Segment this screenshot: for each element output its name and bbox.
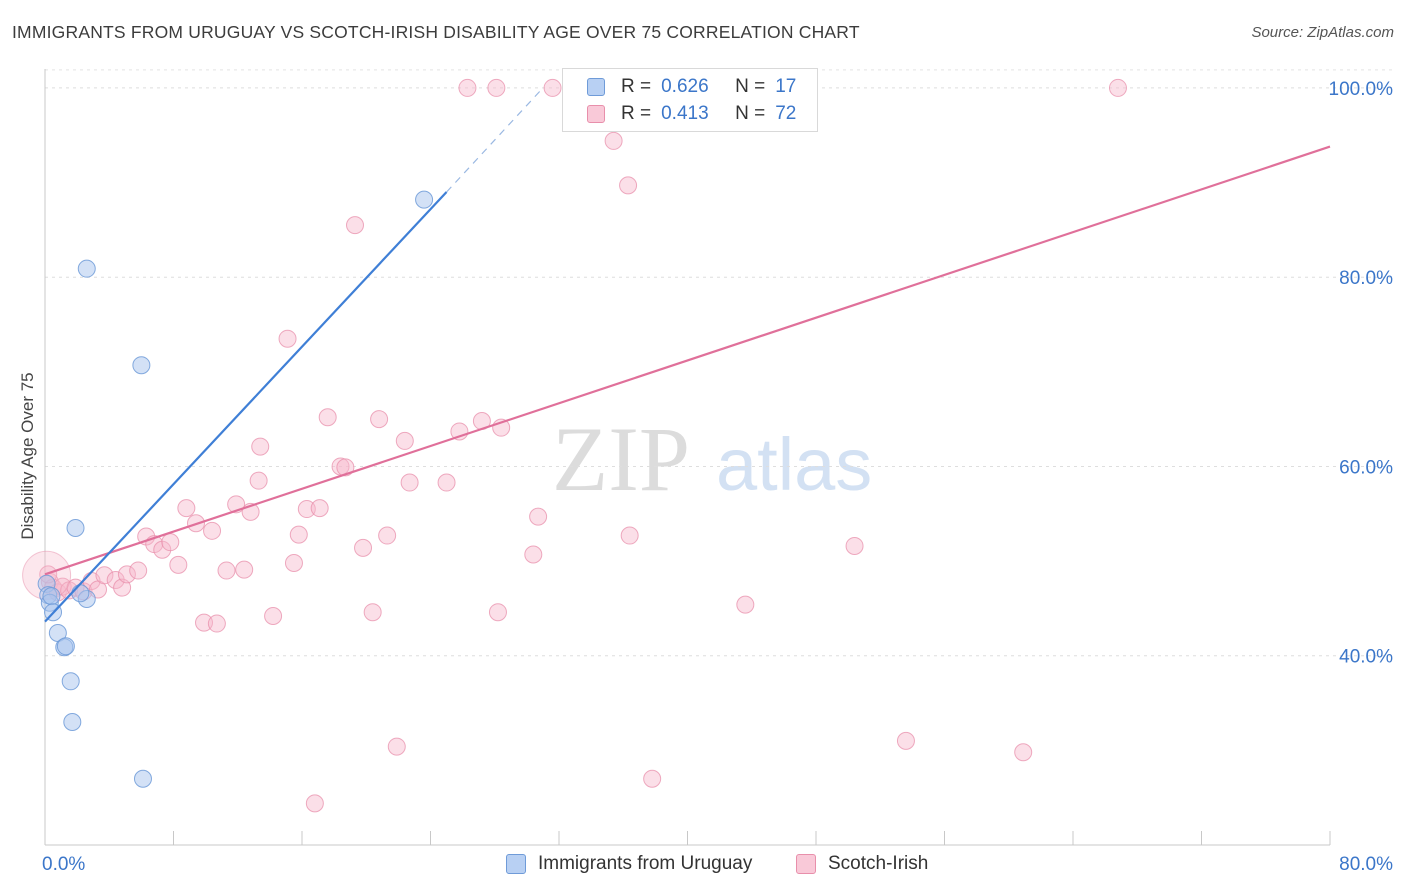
- scotch-irish-trend-line: [44, 145, 1331, 576]
- y-tick-label: 80.0%: [1339, 268, 1393, 289]
- chart-title: IMMIGRANTS FROM URUGUAY VS SCOTCH-IRISH …: [12, 22, 860, 42]
- scotch-irish-point: [604, 131, 623, 150]
- scotch-irish-point: [524, 545, 543, 564]
- scotch-irish-point: [395, 431, 414, 450]
- legend-r-label: R =: [621, 76, 652, 97]
- axes: [44, 69, 1331, 846]
- legend-row-scotch-irish: R = 0.413 N = 72: [587, 102, 796, 126]
- scotch-irish-point: [354, 538, 373, 557]
- scotch-irish-point: [619, 176, 638, 195]
- scotch-irish-point: [487, 78, 506, 97]
- legend-swatch-uruguay: [587, 78, 605, 96]
- legend-n-value: 72: [775, 103, 797, 124]
- tick-labels: 40.0% 60.0% 80.0% 100.0% 0.0% 80.0%: [42, 79, 1393, 875]
- scotch-irish-point: [264, 606, 283, 625]
- scotch-irish-point: [95, 566, 114, 585]
- y-axis-title: Disability Age Over 75: [18, 372, 37, 540]
- uruguay-point: [63, 712, 82, 731]
- y-tick-label: 100.0%: [1329, 79, 1394, 100]
- legend-row-uruguay: R = 0.626 N = 17: [587, 75, 796, 99]
- scotch-irish-point: [249, 471, 268, 490]
- legend-r-value: 0.413: [661, 103, 709, 124]
- scotch-irish-point: [203, 521, 222, 540]
- x-tick-label: 0.0%: [42, 854, 85, 875]
- correlation-legend: R = 0.626 N = 17 R = 0.413 N = 72: [562, 68, 818, 132]
- scotch-irish-point: [251, 437, 270, 456]
- bottom-legend-uruguay: Immigrants from Uruguay: [506, 850, 752, 878]
- bottom-legend-label-scotch-irish: Scotch-Irish: [828, 853, 929, 874]
- bottom-legend-swatch-uruguay: [506, 854, 526, 874]
- scotch-irish-point: [310, 499, 329, 518]
- y-tick-label: 40.0%: [1339, 647, 1393, 668]
- legend-swatch-scotch-irish: [587, 105, 605, 123]
- scotch-irish-point: [161, 533, 180, 552]
- scotch-irish-point: [488, 603, 507, 622]
- scotch-irish-point: [106, 571, 125, 590]
- trend-lines: [44, 87, 1331, 623]
- scotch-irish-point: [284, 553, 303, 572]
- scotch-irish-point: [117, 565, 136, 584]
- scotch-irish-point: [620, 526, 639, 545]
- legend-r-value: 0.626: [661, 76, 709, 97]
- scotch-irish-point: [217, 561, 236, 580]
- legend-r-label: R =: [621, 103, 652, 124]
- legend-n-label: N =: [735, 76, 766, 97]
- uruguay-point: [77, 259, 96, 278]
- legend-n-value: 17: [775, 76, 797, 97]
- watermark-atlas: atlas: [716, 423, 872, 506]
- series-immigrants-from-uruguay: [37, 190, 434, 788]
- scotch-irish-point: [387, 737, 406, 756]
- uruguay-point: [132, 356, 151, 375]
- uruguay-trend-line: [44, 191, 448, 623]
- scotch-irish-point: [278, 329, 297, 348]
- scotch-irish-point: [400, 473, 419, 492]
- uruguay-point: [66, 518, 85, 537]
- scotch-irish-point: [297, 500, 316, 519]
- bottom-legend-scotch-irish: Scotch-Irish: [796, 850, 928, 878]
- scotch-irish-point: [896, 731, 915, 750]
- scotch-irish-point: [289, 525, 308, 544]
- scotch-irish-point: [207, 614, 226, 633]
- scotch-irish-point: [529, 507, 548, 526]
- scotch-irish-point: [195, 613, 214, 632]
- uruguay-point: [42, 587, 61, 606]
- x-tick-label: 80.0%: [1339, 854, 1393, 875]
- scotch-irish-point: [378, 526, 397, 545]
- scotch-irish-point: [458, 78, 477, 97]
- scotch-irish-point: [643, 769, 662, 788]
- uruguay-trend-extension: [446, 87, 544, 193]
- scotch-irish-point: [845, 536, 864, 555]
- legend-n-label: N =: [735, 103, 766, 124]
- uruguay-point: [415, 190, 434, 209]
- uruguay-point: [133, 769, 152, 788]
- watermark-zip: ZIP: [552, 408, 690, 510]
- scotch-irish-point: [235, 560, 254, 579]
- scotch-irish-point: [169, 555, 188, 574]
- scotch-irish-point: [370, 410, 389, 429]
- scotch-irish-point: [363, 603, 382, 622]
- source-label: Source: ZipAtlas.com: [1251, 24, 1394, 41]
- scotch-irish-point: [437, 473, 456, 492]
- scotch-irish-point: [113, 578, 132, 597]
- scotch-irish-point: [177, 499, 196, 518]
- uruguay-point: [61, 672, 80, 691]
- uruguay-point: [56, 637, 75, 656]
- scotch-irish-point: [1108, 78, 1127, 97]
- scotch-irish-point: [736, 595, 755, 614]
- scotch-irish-point: [129, 561, 148, 580]
- y-tick-label: 60.0%: [1339, 457, 1393, 478]
- bottom-legend-label-uruguay: Immigrants from Uruguay: [538, 853, 753, 874]
- uruguay-point: [71, 584, 90, 603]
- scotch-irish-point: [1014, 743, 1033, 762]
- scotch-irish-point: [336, 458, 355, 477]
- scotch-irish-point: [346, 216, 365, 235]
- scotch-irish-point: [318, 408, 337, 427]
- watermark: ZIP atlas: [552, 408, 872, 510]
- bottom-legend-swatch-scotch-irish: [796, 854, 816, 874]
- scotch-irish-point: [305, 794, 324, 813]
- scotch-irish-point: [543, 78, 562, 97]
